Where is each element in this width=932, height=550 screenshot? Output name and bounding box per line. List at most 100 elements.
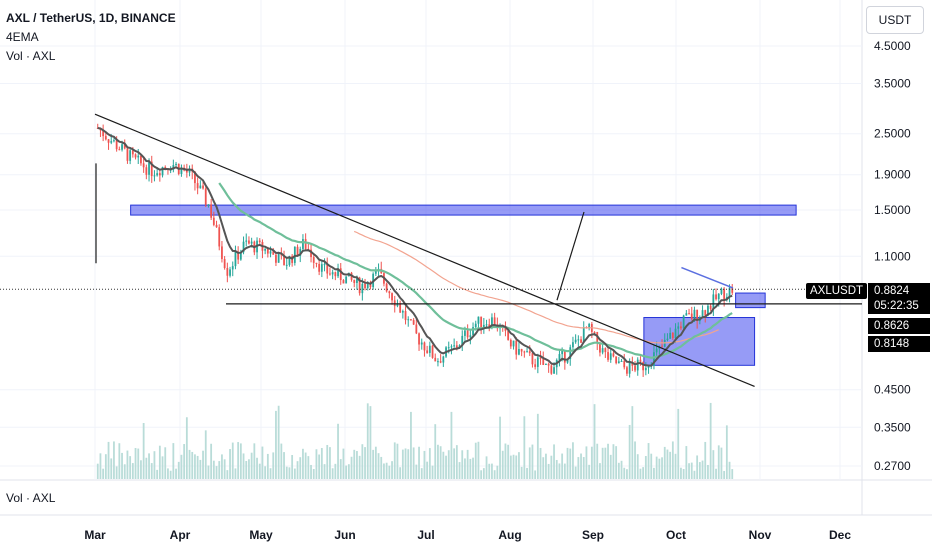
candle-body <box>134 154 137 158</box>
volume-bar <box>501 450 504 479</box>
volume-bar <box>536 413 539 479</box>
volume-bar <box>431 465 434 479</box>
volume-bar <box>728 461 731 479</box>
candle-body <box>455 345 458 348</box>
volume-bar <box>685 446 688 479</box>
candle-body <box>558 354 561 360</box>
candle-body <box>563 350 566 363</box>
candle-body <box>148 161 150 175</box>
volume-bar <box>655 456 658 479</box>
candle-body <box>296 246 299 256</box>
price-tick-label: 2.5000 <box>874 127 911 141</box>
volume-bar <box>204 430 207 479</box>
volume-bars <box>96 402 734 479</box>
candle-body <box>104 136 107 140</box>
candle-body <box>356 277 358 283</box>
candle-body <box>221 246 223 260</box>
candle-body <box>669 332 672 339</box>
legend-symbol[interactable]: AXL / TetherUS, 1D, BINANCE <box>6 11 176 25</box>
volume-bar <box>404 448 407 479</box>
candle-body <box>234 251 237 267</box>
trendline <box>94 113 755 388</box>
candle-body <box>304 239 307 249</box>
price-axis[interactable]: 4.5000 3.5000 2.5000 1.9000 1.5000 1.1000 0.45… <box>874 39 911 473</box>
volume-bar <box>356 451 358 479</box>
volume-bar <box>558 463 561 479</box>
volume-bar <box>288 467 291 479</box>
candle-body <box>480 316 483 329</box>
candle-body <box>366 283 369 289</box>
volume-bar <box>509 455 512 479</box>
candle-body <box>142 163 145 168</box>
candle-body <box>547 363 550 366</box>
volume-bar <box>148 453 150 479</box>
volume-bar <box>423 450 426 479</box>
volume-bar <box>407 449 410 479</box>
countdown-tag: 05:22:35 <box>868 299 930 314</box>
candle-body <box>661 345 663 347</box>
candle-body <box>140 155 142 164</box>
volume-bar <box>272 452 275 479</box>
volume-bar <box>561 453 564 479</box>
candle-body <box>418 333 420 345</box>
volume-bar <box>593 404 596 479</box>
candle-body <box>582 327 585 343</box>
ema-slow-line <box>353 230 719 344</box>
candle-body <box>688 313 690 315</box>
candle-body <box>121 144 123 150</box>
legend-indicator[interactable]: 4EMA <box>6 30 39 44</box>
volume-bar <box>266 453 269 479</box>
price-tick-label: 1.5000 <box>874 203 911 217</box>
candle-body <box>212 217 215 225</box>
candle-body <box>153 175 156 177</box>
volume-bar <box>515 455 518 479</box>
volume-bar <box>572 442 574 479</box>
candle-body <box>477 316 480 324</box>
volume-bar <box>326 444 329 479</box>
volume-bar <box>264 466 267 479</box>
candle-body <box>566 359 569 363</box>
candle-body <box>580 339 582 343</box>
volume-bar <box>477 441 480 479</box>
volume-bar <box>542 457 545 479</box>
volume-bar <box>380 456 383 479</box>
candle-body <box>407 319 410 321</box>
volume-bar <box>612 444 615 479</box>
candle-body <box>391 293 393 301</box>
time-axis[interactable]: Mar Apr May Jun Jul Aug Sep Oct Nov Dec <box>84 528 851 542</box>
legend-volume[interactable]: Vol · AXL <box>6 49 56 63</box>
candle-body <box>318 263 321 272</box>
candle-body <box>472 327 474 336</box>
candle-body <box>453 345 456 347</box>
candle-body <box>131 150 134 155</box>
candle-body <box>364 283 366 289</box>
volume-bar <box>677 408 680 479</box>
candle-body <box>175 163 177 166</box>
volume-bar <box>383 463 385 479</box>
currency-button[interactable]: USDT <box>866 6 924 34</box>
candle-body <box>264 248 267 251</box>
volume-bar <box>566 447 569 479</box>
candle-body <box>628 362 631 374</box>
volume-bar <box>582 457 585 479</box>
volume-bar <box>555 459 558 479</box>
volume-bar <box>601 447 604 479</box>
volume-bar <box>709 402 712 479</box>
zone-box <box>130 204 797 216</box>
candle-body <box>342 280 345 284</box>
candle-body <box>512 340 515 347</box>
volume-bar <box>158 445 161 479</box>
volume-bar <box>639 468 642 479</box>
volume-bar <box>223 459 226 479</box>
candle-body <box>431 345 434 358</box>
ema-mid-line <box>218 182 733 359</box>
volume-pane-label[interactable]: Vol · AXL <box>6 491 56 505</box>
volume-bar <box>528 447 531 479</box>
candle-body <box>642 361 645 371</box>
candle-body <box>482 324 485 329</box>
volume-bar <box>496 465 499 479</box>
candle-body <box>574 339 577 343</box>
candle-body <box>593 331 596 333</box>
volume-bar <box>731 469 734 479</box>
